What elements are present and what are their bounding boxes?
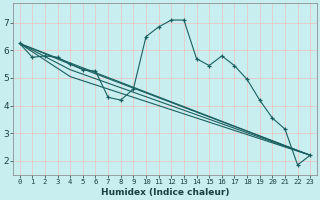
X-axis label: Humidex (Indice chaleur): Humidex (Indice chaleur) — [101, 188, 229, 197]
